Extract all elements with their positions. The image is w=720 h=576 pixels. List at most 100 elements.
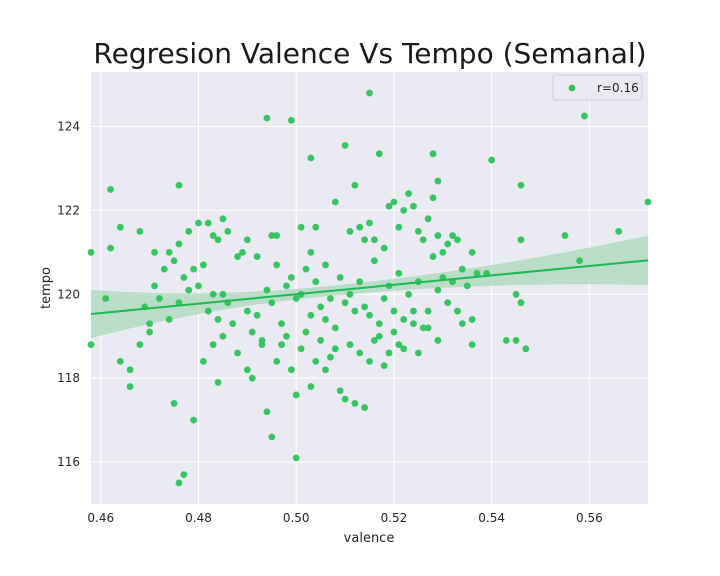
data-point [273,357,281,365]
data-point [195,282,202,290]
data-point [302,328,310,336]
data-point [419,324,427,332]
data-point [351,399,359,407]
data-point [434,337,442,344]
data-point [307,383,315,390]
data-point [468,248,476,256]
data-point [439,248,447,256]
legend-label: r=0.16 [597,81,639,95]
data-point [336,274,344,281]
data-point [287,274,295,281]
data-point [380,244,388,252]
data-point [390,328,398,336]
data-point [463,282,471,290]
y-tick-label: 120 [57,287,80,301]
data-point [219,290,227,298]
data-point [283,282,290,290]
data-point [370,257,378,265]
data-point [327,353,334,361]
data-point [195,219,202,227]
x-tick-label: 0.52 [381,511,408,525]
data-point [234,253,241,260]
data-point [312,223,320,231]
data-point [395,341,403,349]
data-point [385,202,393,210]
regression-line-group [90,259,649,315]
data-point [454,236,461,244]
data-point [322,316,329,323]
data-point [224,227,232,235]
data-point [385,349,393,357]
regression-line [90,259,649,315]
data-point [263,286,271,294]
data-point [356,223,364,231]
data-point [180,471,188,479]
data-point [87,248,95,256]
data-point [243,236,251,244]
data-point [517,181,525,189]
data-point [209,290,217,298]
data-point [434,286,442,294]
data-point [512,290,520,298]
y-tick-label: 116 [57,455,80,469]
data-point [107,186,114,193]
x-axis-label: valence [344,531,395,546]
data-point [204,307,212,315]
x-tick-label: 0.48 [185,511,212,525]
data-point [419,236,427,244]
data-points [87,89,652,487]
data-point [424,307,432,315]
data-point [297,345,305,353]
data-point [336,387,344,395]
data-point [107,244,114,252]
data-point [239,248,246,256]
data-point [410,307,417,315]
data-point [136,341,144,349]
data-point [400,316,408,323]
data-point [180,274,188,281]
data-point [644,198,652,206]
x-tick-label: 0.46 [87,511,114,525]
data-point [126,366,134,374]
data-point [361,236,369,244]
data-point [351,181,359,189]
data-point [429,150,437,158]
data-point [170,399,178,407]
legend-marker [568,84,576,92]
data-point [488,156,496,164]
data-point [214,236,222,244]
data-point [434,232,442,239]
data-point [454,307,461,315]
data-point [219,332,227,340]
data-point [341,299,349,307]
data-point [346,290,354,298]
data-point [356,278,364,286]
x-tick-label: 0.56 [576,511,603,525]
data-point [151,282,158,290]
data-point [327,295,334,302]
data-point [366,311,373,319]
data-point [185,286,193,294]
data-point [146,328,154,336]
data-point [214,378,222,386]
data-point [517,236,525,244]
data-point [424,324,432,332]
data-point [414,227,422,235]
data-point [449,232,456,239]
data-point [136,227,144,235]
data-point [434,177,442,185]
data-point [361,303,369,311]
data-point [199,357,207,365]
legend-box [552,74,643,101]
data-point [243,366,251,374]
data-point [151,248,158,256]
data-point [185,227,193,235]
y-tick-labels: 116 118 120 122 124 [57,120,80,470]
data-point [468,316,476,323]
data-point [390,307,398,315]
data-point [331,324,339,332]
data-point [292,295,300,302]
data-point [410,320,417,328]
data-point [375,150,383,158]
